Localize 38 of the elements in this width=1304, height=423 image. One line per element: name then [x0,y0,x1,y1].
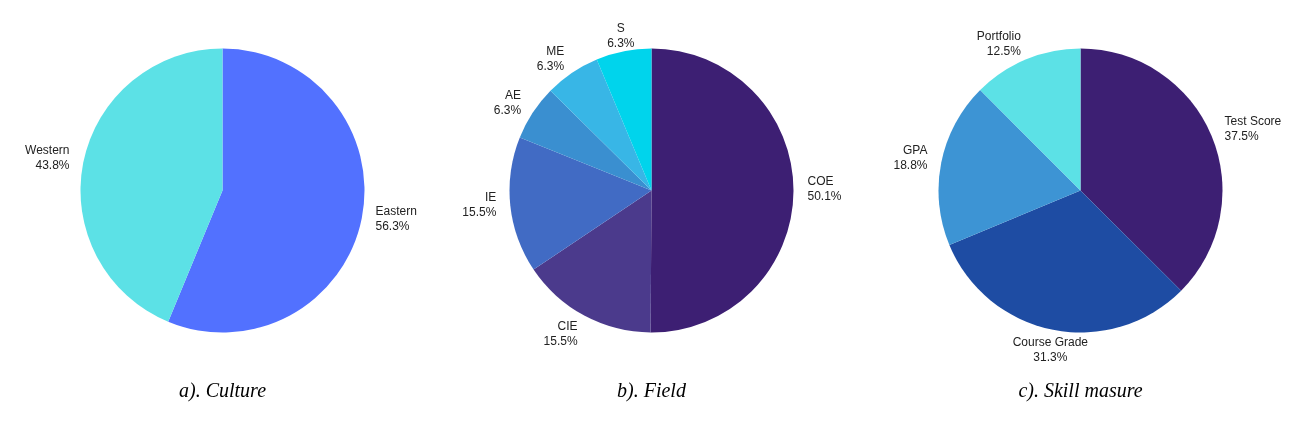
text: a). Culture [178,379,267,402]
data-label: 18.8% [893,158,928,173]
pie-slice [168,48,365,333]
data-label: 37.5% [1224,128,1259,143]
pie-slice [938,90,1081,245]
data-label: 6.3% [493,102,522,117]
slice-label: AE [505,87,522,102]
pie-slice [949,190,1182,333]
pie-slice [80,48,223,322]
slice-label: Test Score [1224,113,1282,128]
pie-slice [519,90,652,191]
slice-label: Portfolio [976,29,1022,44]
slice-label: S [616,20,625,35]
data-label: 50.1% [807,188,842,203]
pie-slice [533,190,652,333]
slice-label: Eastern [375,203,417,218]
data-label: 56.3% [375,218,410,233]
data-label: 43.8% [35,158,70,173]
slice-label: Course Grade [1012,334,1089,349]
data-label: 15.5% [543,333,578,348]
slice-label: Western [25,143,70,158]
slice-label: ME [546,44,565,59]
text: c). Skill masure [1018,379,1143,402]
text: b). Field [617,379,686,402]
data-label: 31.3% [1033,349,1068,364]
pie-slice [509,137,652,270]
pie-slice [650,48,794,333]
slice-label: COE [807,173,834,188]
slice-label: CIE [557,318,578,333]
slice-label: IE [484,189,497,204]
slice-label: GPA [903,143,928,158]
data-label: 15.5% [462,204,497,219]
data-label: 6.3% [607,35,635,50]
pie-slice [596,48,652,191]
pie-slice [980,48,1081,191]
pie-slice [1080,48,1223,291]
data-label: 6.3% [536,59,565,74]
data-label: 12.5% [986,44,1022,59]
